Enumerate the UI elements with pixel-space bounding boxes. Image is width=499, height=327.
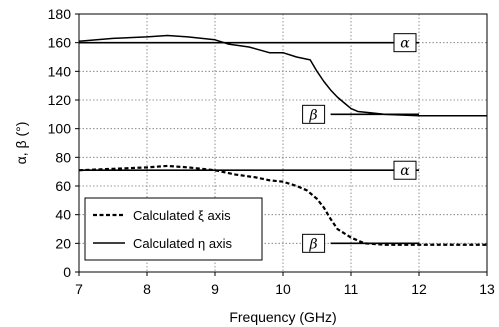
legend-label-2: Calculated η axis [133, 236, 232, 251]
x-tick-label: 9 [211, 281, 219, 297]
y-tick-label: 60 [55, 178, 71, 194]
y-tick-label: 180 [48, 6, 72, 22]
x-tick-label: 10 [275, 281, 291, 297]
series-group [78, 34, 487, 246]
reference-label-box [302, 104, 326, 124]
reference-line-1: α [79, 33, 419, 53]
series-eta-line [78, 34, 487, 117]
reference-label: β [309, 107, 318, 123]
y-tick-label: 80 [55, 149, 71, 165]
y-tick-label: 140 [48, 63, 72, 79]
reference-line-2: β [302, 104, 419, 124]
x-tick-label: 11 [344, 281, 359, 297]
y-tick-label: 0 [63, 264, 71, 280]
reference-label: α [400, 163, 410, 179]
y-tick-label: 100 [48, 121, 72, 137]
reference-line-3: α [79, 160, 419, 180]
reference-label: β [309, 236, 318, 252]
y-axis-title: α, β (°) [13, 122, 29, 165]
reference-lines: α β α β [79, 33, 419, 253]
legend: Calculated ξ axis Calculated η axis [84, 197, 263, 261]
series-xi-line [78, 164, 487, 246]
legend-label-1: Calculated ξ axis [133, 208, 231, 223]
y-axis: 0 20 40 60 80 100 120 140 160 180 [48, 6, 79, 280]
reference-label-box [302, 233, 326, 253]
y-tick-label: 120 [48, 92, 72, 108]
x-tick-label: 13 [479, 281, 495, 297]
x-axis-title: Frequency (GHz) [229, 309, 336, 325]
reference-label: α [400, 36, 410, 52]
y-tick-label: 160 [48, 35, 72, 51]
x-tick-label: 8 [143, 281, 151, 297]
reference-line-4: β [302, 233, 419, 253]
reference-label-box [393, 33, 417, 53]
x-axis: 7 8 9 10 11 12 13 [75, 272, 495, 297]
x-tick-label: 12 [411, 281, 427, 297]
x-tick-label: 7 [75, 281, 83, 297]
reference-label-box [393, 160, 417, 180]
legend-box [84, 197, 263, 261]
y-tick-label: 40 [55, 207, 71, 223]
y-tick-label: 20 [55, 235, 71, 251]
